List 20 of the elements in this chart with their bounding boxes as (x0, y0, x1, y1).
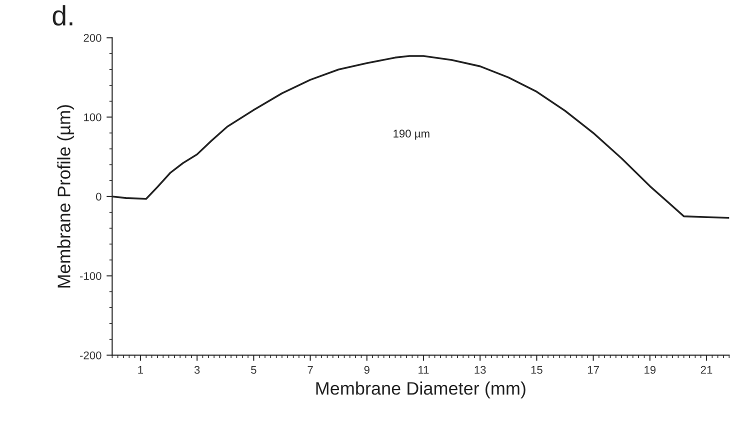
x-tick-label: 7 (308, 366, 313, 374)
x-tick-label: 1 (138, 366, 144, 374)
x-tick-label: 5 (251, 366, 256, 374)
x-tick-label: 17 (588, 366, 599, 374)
x-tick-label: 13 (474, 366, 486, 374)
x-tick-label: 15 (531, 366, 542, 374)
y-axis-title: Membrane Profile (µm) (57, 105, 74, 288)
x-tick-label: 19 (644, 366, 656, 374)
chart-title: d. (52, 5, 72, 26)
x-axis-title: Membrane Diameter (mm) (316, 382, 526, 398)
y-tick-label: 0 (96, 192, 102, 201)
x-tick-label: 11 (418, 366, 429, 374)
y-tick-label: 100 (84, 113, 102, 122)
x-tick-label: 3 (194, 366, 200, 374)
y-tick-label: 200 (84, 34, 102, 42)
y-tick-label: -100 (80, 272, 102, 280)
x-tick-label: 9 (364, 366, 370, 374)
annotation: 190 µm (394, 130, 430, 140)
x-tick-label: 21 (700, 366, 712, 374)
y-tick-label: -200 (80, 351, 102, 360)
